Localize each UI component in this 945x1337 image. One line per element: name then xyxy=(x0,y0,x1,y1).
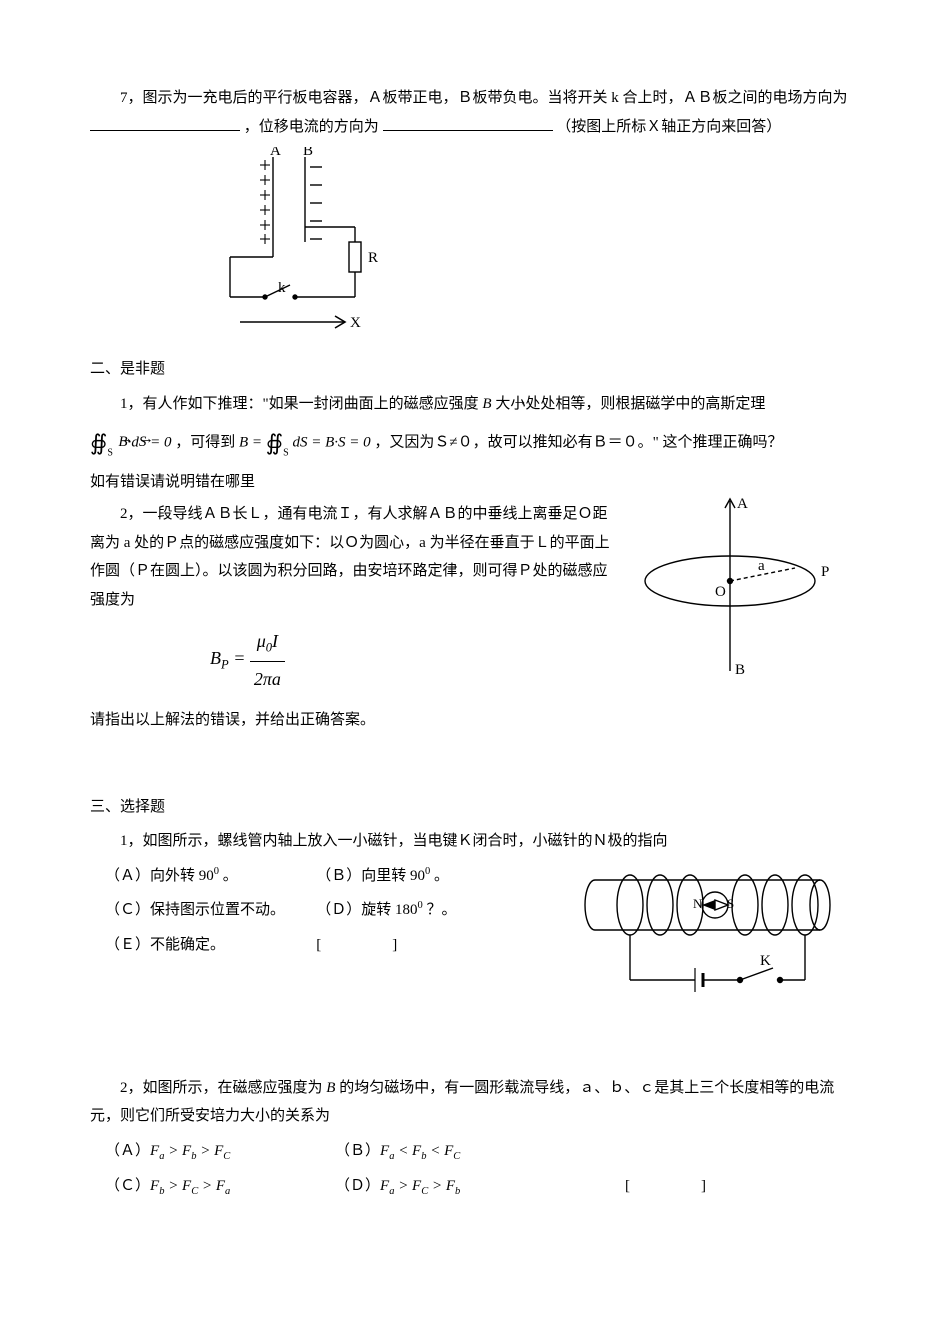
s3q2-opt-D[interactable]: （Ｄ）Fa > FC > Fb xyxy=(335,1172,595,1202)
q7-label-k: k xyxy=(278,280,286,296)
s2q2-label-P: P xyxy=(821,564,829,580)
s3q2-stem-a: 2，如图所示，在磁感应强度为 xyxy=(120,1080,326,1096)
s2q1-lead: 1，有人作如下推理："如果一封闭曲面上的磁感应强度 xyxy=(120,396,479,412)
s3q1-answer-bracket[interactable]: [ ] xyxy=(316,931,555,960)
s2q2-label-B: B xyxy=(735,662,745,678)
s2q2-label-O: O xyxy=(715,584,726,600)
s2q1-line3: 如有错误请说明错在哪里 xyxy=(90,468,855,497)
s3q1-figure: N S K xyxy=(575,860,845,1030)
q7-label-X: X xyxy=(350,315,361,331)
s3q2-opt-C[interactable]: （Ｃ）Fb > FC > Fa xyxy=(105,1172,335,1202)
s3q2-stem: 2，如图所示，在磁感应强度为 B→ 的均匀磁场中，有一圆形载流导线，ａ、ｂ、ｃ是… xyxy=(90,1074,855,1131)
opt-B[interactable]: （Ｂ）向里转 900 。 xyxy=(316,862,555,891)
section3-title: 三、选择题 xyxy=(90,793,855,822)
q7-label-A: A xyxy=(270,147,281,159)
q7-figure: A B R k X xyxy=(210,147,855,337)
s2q2-label-a: a xyxy=(758,558,765,574)
s3q2-options: （Ａ）Fa > Fb > FC （Ｂ）Fa < Fb < FC （Ｃ）Fb > … xyxy=(105,1137,855,1203)
s3q2-answer-bracket[interactable]: [ ] xyxy=(625,1172,734,1201)
q7-blank2[interactable] xyxy=(383,115,553,131)
s3q1-label-S: S xyxy=(727,896,734,911)
opt-E[interactable]: （Ｅ）不能确定。 xyxy=(105,931,316,960)
s3q1-stem: 1，如图所示，螺线管内轴上放入一小磁针，当电键Ｋ闭合时，小磁针的Ｎ极的指向 xyxy=(90,827,855,856)
s2q1-mid: 大小处处相等，则根据磁学中的高斯定理 xyxy=(495,396,765,412)
opt-A[interactable]: （Ａ）向外转 900 。 xyxy=(105,862,316,891)
section2-title: 二、是非题 xyxy=(90,355,855,384)
q7-part-c: （按图上所标Ｘ轴正方向来回答） xyxy=(556,119,781,135)
s2q2-p2: 请指出以上解法的错误，并给出正确答案。 xyxy=(90,706,855,735)
opt-C[interactable]: （Ｃ）保持图示位置不动。 xyxy=(105,896,316,925)
q7-label-R: R xyxy=(368,250,378,266)
s2q1-line2: ∯S B→·dS→ = 0 ，可得到 B = ∯S dS = B·S = 0 ，… xyxy=(90,422,855,464)
s2q2-label-A: A xyxy=(737,496,748,512)
s3q2-opt-A[interactable]: （Ａ）Fa > Fb > FC xyxy=(105,1137,335,1167)
s2q1-line1: 1，有人作如下推理："如果一封闭曲面上的磁感应强度 B→ 大小处处相等，则根据磁… xyxy=(90,390,855,419)
q7-part-a: 7，图示为一充电后的平行板电容器，Ａ板带正电，Ｂ板带负电。当将开关 k 合上时，… xyxy=(120,90,848,106)
s3q1-label-K: K xyxy=(760,953,771,969)
q7-text: 7，图示为一充电后的平行板电容器，Ａ板带正电，Ｂ板带负电。当将开关 k 合上时，… xyxy=(90,84,855,141)
s2q2-figure: A B O P a xyxy=(635,496,845,686)
q7-label-B: B xyxy=(303,147,313,159)
s3q1-label-N: N xyxy=(693,896,703,911)
q7-part-b: ，位移电流的方向为 xyxy=(244,119,379,135)
opt-D[interactable]: （Ｄ）旋转 1800 ？。 xyxy=(316,896,555,925)
q7-blank1[interactable] xyxy=(90,115,240,131)
s3q2-opt-B[interactable]: （Ｂ）Fa < Fb < FC xyxy=(335,1137,595,1167)
